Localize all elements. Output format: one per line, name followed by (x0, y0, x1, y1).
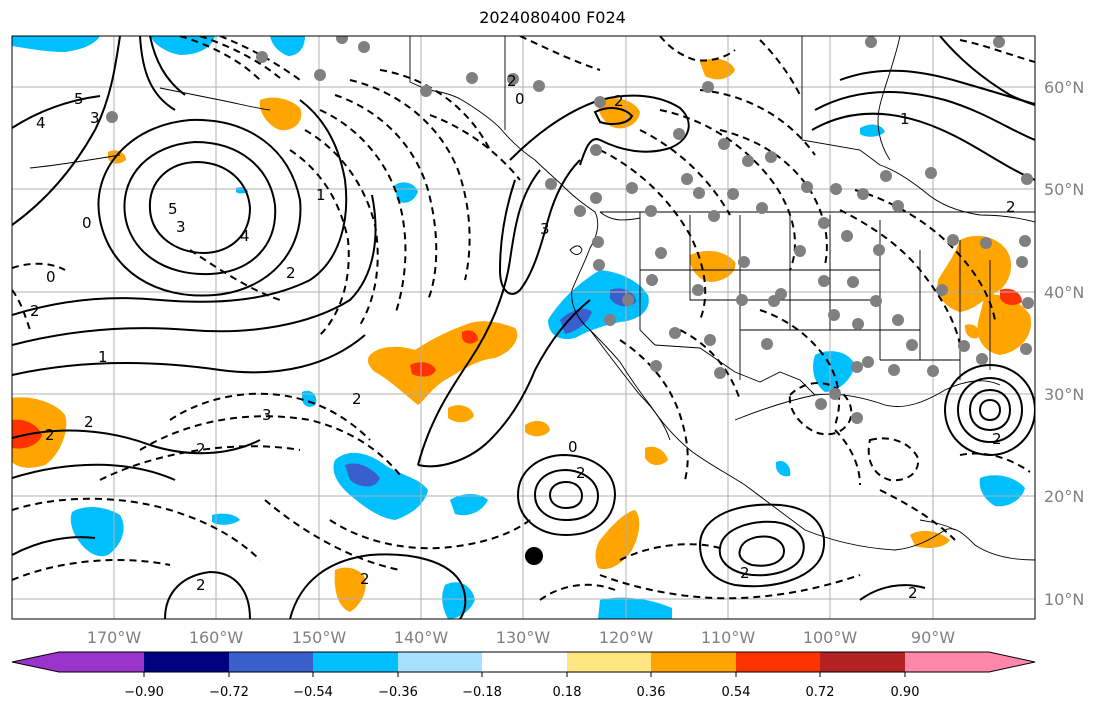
dashed-contours (12, 36, 1035, 601)
colorbar-tick-label: −0.90 (124, 685, 164, 700)
contour-label: 2 (576, 464, 586, 482)
lon-label: 160°W (189, 628, 244, 647)
colorbar-swatch (651, 652, 736, 672)
lat-label: 10°N (1044, 590, 1084, 609)
contour-label: 2 (352, 390, 362, 408)
colorbar-swatch (398, 652, 482, 672)
map-panel (12, 36, 1035, 619)
lon-label: 170°W (87, 628, 142, 647)
contour-label: 3 (176, 218, 186, 236)
contour-label: 0 (515, 90, 525, 108)
colorbar-swatch (820, 652, 905, 672)
contour-label: 1 (316, 186, 326, 204)
contour-label: 5 (74, 90, 84, 108)
station-markers (106, 36, 1034, 424)
lat-label: 30°N (1044, 385, 1084, 404)
negative-shading (12, 36, 1025, 619)
contour-labels: 5 4 3 0 3 4 5 2 2 2 2 3 2 1 2 0 3 2 0 2 … (30, 72, 1016, 602)
contour-label: 2 (196, 440, 206, 458)
contour-label: 4 (36, 114, 46, 132)
contour-label: 2 (992, 430, 1002, 448)
contour-label: 4 (240, 227, 250, 245)
colorbar-tick-label: 0.36 (637, 685, 666, 700)
colorbar-tick-label: 0.90 (891, 685, 920, 700)
storm-marker (525, 547, 543, 565)
contour-label: 3 (540, 220, 550, 238)
lat-label: 50°N (1044, 180, 1084, 199)
map-title: 2024080400 F024 (479, 8, 626, 27)
colorbar-tick-label: 0.54 (722, 685, 751, 700)
colorbar-tick-label: −0.18 (462, 685, 502, 700)
contour-label: 1 (900, 110, 910, 128)
lat-label: 20°N (1044, 487, 1084, 506)
colorbar-swatch (144, 652, 229, 672)
contour-label: 5 (168, 200, 178, 218)
latitude-labels: 60°N 50°N 40°N 30°N 20°N 10°N (1044, 78, 1084, 609)
contour-label: 2 (740, 564, 750, 582)
lon-label: 90°W (911, 628, 955, 647)
colorbar-tick-label: −0.36 (378, 685, 418, 700)
colorbar-tick-label: 0.72 (806, 685, 835, 700)
lat-label: 60°N (1044, 78, 1084, 97)
contour-label: 2 (360, 570, 370, 588)
colorbar-tick-label: −0.72 (209, 685, 249, 700)
contour-label: 2 (45, 426, 55, 444)
colorbar-swatch (313, 652, 398, 672)
lon-label: 110°W (701, 628, 756, 647)
lon-label: 140°W (394, 628, 449, 647)
colorbar: −0.90 −0.72 −0.54 −0.36 −0.18 0.18 0.36 … (11, 651, 1036, 700)
lon-label: 150°W (292, 628, 347, 647)
lon-label: 130°W (496, 628, 551, 647)
longitude-labels: 170°W 160°W 150°W 140°W 130°W 120°W 110°… (87, 628, 955, 647)
colorbar-swatch (567, 652, 651, 672)
colorbar-swatch (482, 652, 567, 672)
contour-label: 3 (90, 109, 100, 127)
contour-label: 0 (82, 214, 92, 232)
contour-label: 0 (46, 268, 56, 286)
contour-label: 3 (262, 406, 272, 424)
colorbar-extend-low (12, 652, 59, 672)
colorbar-swatch (229, 652, 313, 672)
contour-label: 2 (1006, 198, 1016, 216)
colorbar-swatch (59, 652, 144, 672)
contour-label: 2 (908, 584, 918, 602)
colorbar-tick-label: −0.54 (293, 685, 333, 700)
contour-label: 2 (84, 413, 94, 431)
contour-label: 2 (614, 92, 624, 110)
lat-label: 40°N (1044, 283, 1084, 302)
map-border (11, 35, 1036, 620)
contour-label: 2 (507, 72, 517, 90)
contour-label: 0 (568, 438, 578, 456)
colorbar-swatch (905, 652, 989, 672)
colorbar-tick-label: 0.18 (553, 685, 582, 700)
lon-label: 100°W (803, 628, 858, 647)
contour-label: 2 (196, 576, 206, 594)
lon-label: 120°W (599, 628, 654, 647)
colorbar-swatch (736, 652, 820, 672)
contour-label: 1 (98, 348, 108, 366)
solid-contours (12, 36, 1035, 619)
contour-label: 2 (286, 264, 296, 282)
contour-label: 2 (30, 302, 40, 320)
colorbar-extend-high (989, 652, 1035, 672)
